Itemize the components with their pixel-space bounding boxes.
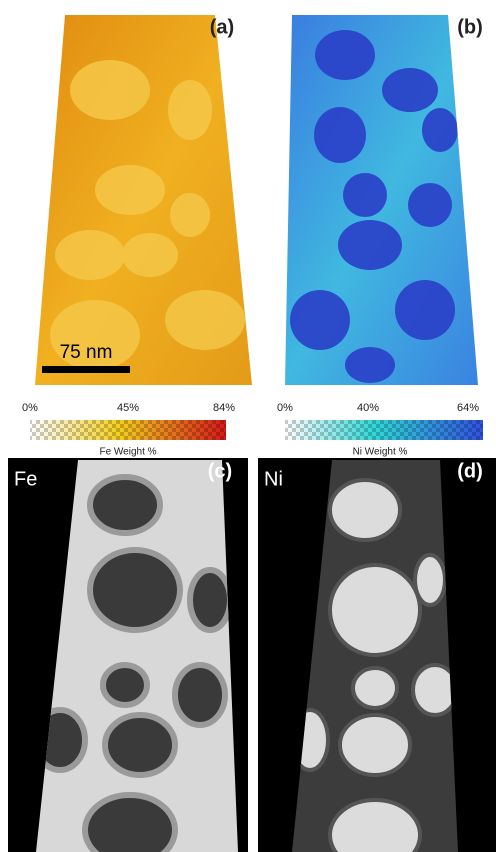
element-label: Fe [14,468,37,490]
scale-bar [42,366,130,373]
colorbar-tick: 0% [277,402,293,414]
fe-map-3d [30,10,260,390]
panel-label: (b) [457,16,483,38]
colorbar-tick: 84% [213,402,235,414]
panel-label: (c) [208,460,232,482]
figure: 75 nm (a) (b) 0% 45% 84% Fe Weight % 0% … [0,0,496,852]
colorbar-title: Ni Weight % [353,447,408,458]
colorbar-tick: 64% [457,402,479,414]
colorbar-tick: 0% [22,402,38,414]
colorbar-tick: 40% [357,402,379,414]
ni-map-3d [280,10,485,390]
element-label: Ni [264,468,283,490]
scale-bar-label: 75 nm [60,342,113,363]
panel-label: (d) [457,460,483,482]
colorbar-pattern [30,420,226,440]
panel-label: (a) [210,16,234,38]
colorbar-title: Fe Weight % [99,447,156,458]
colorbar-tick: 45% [117,402,139,414]
colorbar-pattern [285,420,483,440]
